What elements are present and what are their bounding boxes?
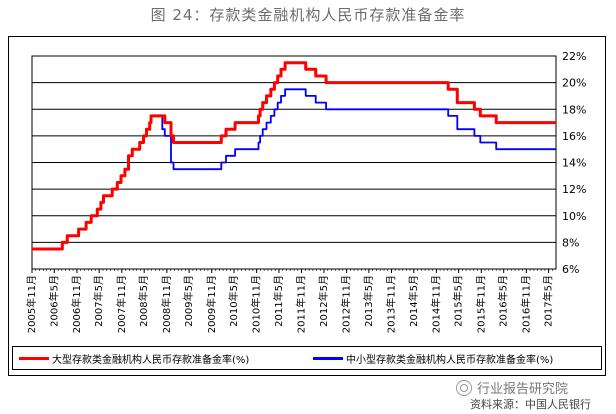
legend-label-small-banks: 中小型存款类金融机构人民币存款准备金率(%) bbox=[346, 354, 554, 366]
x-tick-label: 2010年11月 bbox=[250, 275, 263, 333]
x-tick-label: 2014年11月 bbox=[429, 275, 442, 333]
wechat-icon bbox=[456, 379, 472, 396]
x-tick-label: 2009年11月 bbox=[205, 275, 218, 333]
x-tick-label: 2014年5月 bbox=[407, 275, 420, 327]
legend-item-large-banks: 大型存款类金融机构人民币存款准备金率(%) bbox=[19, 351, 250, 366]
series-line-small-banks bbox=[32, 88, 556, 250]
x-tick-label: 2010年5月 bbox=[227, 275, 240, 327]
legend-swatch-red bbox=[19, 356, 49, 360]
y-tick-label: 14% bbox=[562, 157, 586, 170]
x-tick-label: 2016年11月 bbox=[519, 275, 532, 333]
grid-lines bbox=[32, 82, 556, 243]
y-tick-label: 20% bbox=[562, 77, 586, 90]
source-note: 资料来源：中国人民银行 bbox=[470, 398, 591, 411]
legend-item-small-banks: 中小型存款类金融机构人民币存款准备金率(%) bbox=[313, 351, 554, 366]
x-tick-label: 2015年5月 bbox=[452, 275, 465, 327]
x-axis-ticks: 2005年11月 2006年5月 2006年11月 2007年5月 2007年11月 20… bbox=[25, 269, 555, 333]
watermark: 行业报告研究院 bbox=[456, 378, 568, 397]
x-tick-label: 2008年11月 bbox=[160, 275, 173, 333]
x-tick-label: 2005年11月 bbox=[25, 275, 38, 333]
watermark-text: 行业报告研究院 bbox=[477, 382, 569, 397]
y-tick-label: 16% bbox=[562, 130, 586, 143]
x-tick-label: 2015年11月 bbox=[474, 275, 487, 333]
y-tick-label: 22% bbox=[562, 50, 586, 63]
y-tick-label: 8% bbox=[562, 236, 579, 249]
x-tick-label: 2008年5月 bbox=[137, 275, 150, 327]
figure-title: 图 24：存款类金融机构人民币存款准备金率 bbox=[150, 6, 466, 24]
x-tick-label: 2013年5月 bbox=[362, 275, 375, 327]
y-tick-label: 12% bbox=[562, 183, 586, 196]
legend-swatch-blue bbox=[313, 356, 343, 360]
legend: 大型存款类金融机构人民币存款准备金率(%) 中小型存款类金融机构人民币存款准备金… bbox=[12, 346, 602, 370]
x-tick-label: 2006年11月 bbox=[70, 275, 83, 333]
chart-frame bbox=[8, 36, 606, 376]
y-tick-label: 10% bbox=[562, 210, 586, 223]
x-tick-label: 2012年11月 bbox=[340, 275, 353, 333]
x-tick-label: 2012年5月 bbox=[317, 275, 330, 327]
x-tick-label: 2017年5月 bbox=[542, 275, 555, 327]
y-axis-ticks: 6% 8% 10% 12% 14% 16% 18% 20% 22% bbox=[562, 50, 586, 276]
x-tick-label: 2007年11月 bbox=[115, 275, 128, 333]
series-lines bbox=[32, 61, 556, 251]
x-tick-label: 2007年5月 bbox=[92, 275, 105, 327]
x-tick-label: 2006年5月 bbox=[47, 275, 60, 327]
x-tick-label: 2009年5月 bbox=[182, 275, 195, 327]
x-tick-label: 2013年11月 bbox=[385, 275, 398, 333]
x-tick-label: 2016年5月 bbox=[497, 275, 510, 327]
x-tick-label: 2011年11月 bbox=[295, 275, 308, 333]
x-tick-label: 2011年5月 bbox=[272, 275, 285, 327]
series-line-large-banks bbox=[32, 61, 556, 251]
y-tick-label: 6% bbox=[562, 263, 579, 276]
y-tick-label: 18% bbox=[562, 103, 586, 116]
legend-label-large-banks: 大型存款类金融机构人民币存款准备金率(%) bbox=[52, 354, 250, 366]
